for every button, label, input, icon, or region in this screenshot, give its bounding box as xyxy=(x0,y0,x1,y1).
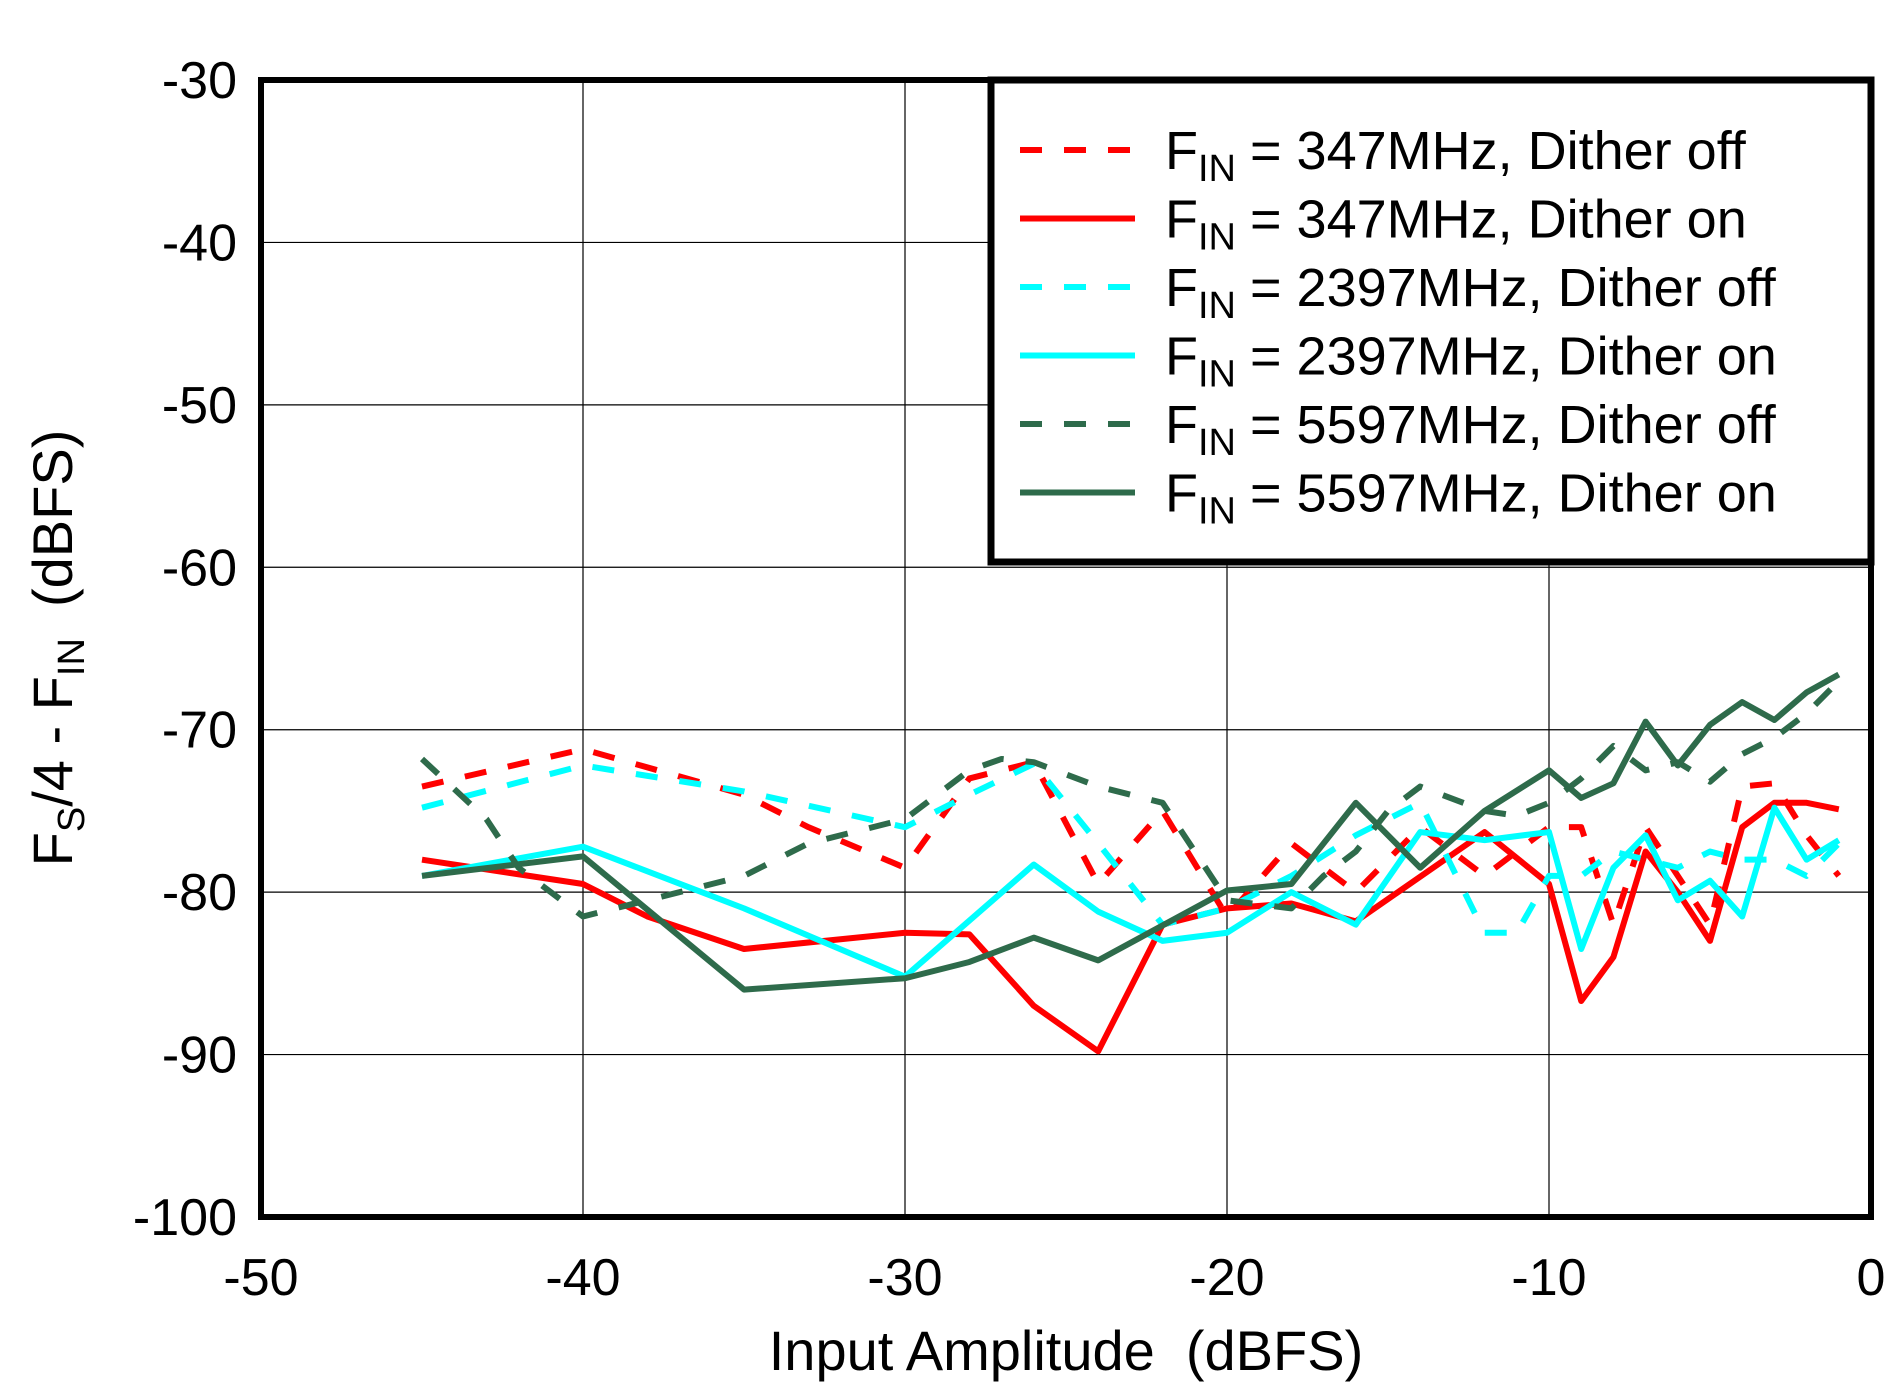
series-line-2 xyxy=(421,760,1841,936)
legend-f: F xyxy=(1165,258,1198,318)
x-tick-label: -10 xyxy=(1511,1249,1586,1307)
series-line-4 xyxy=(419,678,1841,920)
tick-labels: -50 -40 -30 -20 -10 0-30-40-50-60-70-80-90-10… xyxy=(133,52,1886,1307)
y-label-sub-s: S xyxy=(51,807,93,832)
y-tick-label: -90 xyxy=(162,1027,237,1085)
legend-sub: IN xyxy=(1198,148,1236,190)
legend-sub: IN xyxy=(1198,491,1236,533)
series-line-0 xyxy=(421,746,1842,928)
legend-f: F xyxy=(1165,464,1198,524)
x-tick-label: 0 xyxy=(1857,1249,1886,1307)
x-tick-label: -30 xyxy=(867,1249,942,1307)
legend-name: = 5597MHz, Dither off xyxy=(1250,395,1777,455)
legend-label: FIN = 2397MHz, Dither off xyxy=(1165,258,1777,327)
legend-sub: IN xyxy=(1198,285,1236,327)
legend-f: F xyxy=(1165,121,1198,181)
legend-label: FIN = 2397MHz, Dither on xyxy=(1165,327,1777,396)
legend-name: = 2397MHz, Dither off xyxy=(1250,258,1777,318)
legend-f: F xyxy=(1165,190,1198,250)
legend-sub: IN xyxy=(1198,422,1236,464)
y-tick-label: -30 xyxy=(162,52,237,110)
y-label-mid: /4 - F xyxy=(21,676,84,807)
legend-label: FIN = 347MHz, Dither on xyxy=(1165,190,1747,259)
y-label-sub-in: IN xyxy=(51,638,93,676)
legend-sub: IN xyxy=(1198,217,1236,259)
x-tick-label: -40 xyxy=(545,1249,620,1307)
legend-label: FIN = 347MHz, Dither off xyxy=(1165,121,1747,190)
legend-name: = 347MHz, Dither on xyxy=(1250,190,1747,250)
y-tick-label: -80 xyxy=(162,864,237,922)
legend-label: FIN = 5597MHz, Dither on xyxy=(1165,464,1777,533)
y-label-unit: (dBFS) xyxy=(21,430,84,638)
series-line-5 xyxy=(421,671,1841,993)
legend-name: = 5597MHz, Dither on xyxy=(1250,464,1777,524)
legend-sub: IN xyxy=(1198,354,1236,396)
y-tick-label: -100 xyxy=(133,1189,237,1247)
y-tick-label: -70 xyxy=(162,702,237,760)
y-axis-label: FS/4 - FIN (dBFS) xyxy=(21,430,93,867)
x-tick-label: -50 xyxy=(223,1249,298,1307)
legend-box xyxy=(987,76,1875,566)
legend-name: = 2397MHz, Dither on xyxy=(1250,327,1777,387)
y-tick-label: -40 xyxy=(162,214,237,272)
legend-f: F xyxy=(1165,327,1198,387)
series-group xyxy=(419,671,1842,1055)
y-tick-label: -50 xyxy=(162,377,237,435)
x-axis-label: Input Amplitude (dBFS) xyxy=(769,1319,1364,1382)
legend-f: F xyxy=(1165,395,1198,455)
y-label-f: F xyxy=(21,832,84,866)
y-tick-label: -60 xyxy=(162,539,237,597)
legend-name: = 347MHz, Dither off xyxy=(1250,121,1747,181)
legend-label: FIN = 5597MHz, Dither off xyxy=(1165,395,1777,464)
x-tick-label: -20 xyxy=(1189,1249,1264,1307)
